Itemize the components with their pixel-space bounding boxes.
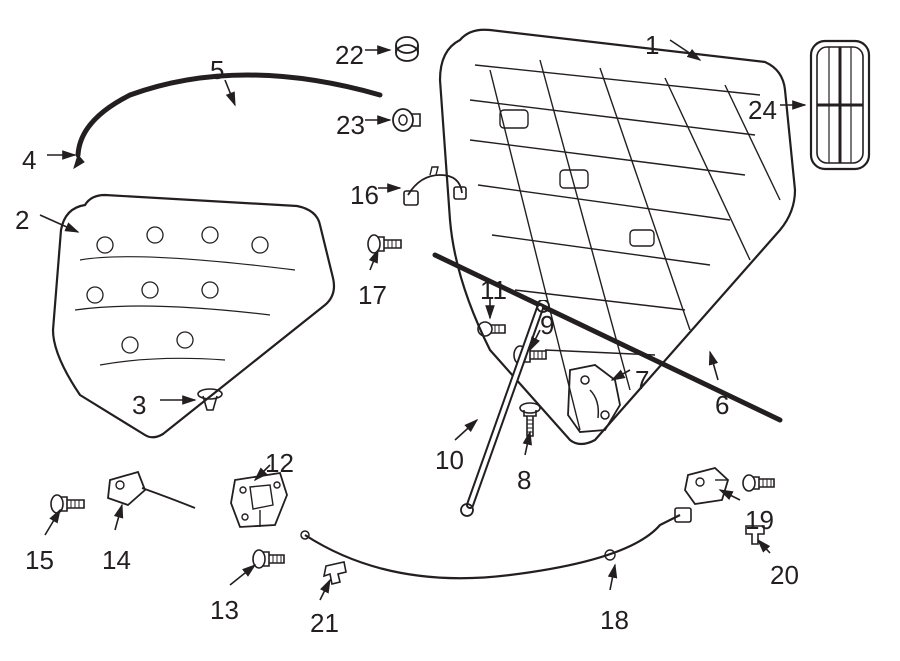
callout-22: 22 (335, 40, 364, 71)
callout-20: 20 (770, 560, 799, 591)
callout-4: 4 (22, 145, 36, 176)
part-emblem (805, 35, 875, 175)
callout-12: 12 (265, 448, 294, 479)
part-insulation (35, 190, 345, 450)
callout-3: 3 (132, 390, 146, 421)
callout-1: 1 (645, 30, 659, 61)
part-bolt-17 (365, 230, 405, 258)
callout-8: 8 (517, 465, 531, 496)
callout-15: 15 (25, 545, 54, 576)
callout-16: 16 (350, 180, 379, 211)
part-bolt-13 (250, 545, 288, 573)
callout-19: 19 (745, 505, 774, 536)
part-clip-21 (320, 558, 350, 586)
callout-23: 23 (336, 110, 365, 141)
callout-5: 5 (210, 55, 224, 86)
callout-21: 21 (310, 608, 339, 639)
part-release-handle (680, 460, 735, 510)
part-clip-3 (195, 388, 225, 414)
part-ball-stud (475, 315, 511, 343)
part-secondary-latch (100, 460, 200, 520)
callout-14: 14 (102, 545, 131, 576)
callout-7: 7 (635, 365, 649, 396)
callout-6: 6 (715, 390, 729, 421)
callout-17: 17 (358, 280, 387, 311)
part-bumper-23 (390, 105, 424, 135)
callout-18: 18 (600, 605, 629, 636)
part-hinge (560, 360, 630, 440)
callout-10: 10 (435, 445, 464, 476)
part-bumper-22 (392, 35, 422, 65)
part-release-cable (300, 500, 720, 600)
callout-11: 11 (480, 275, 507, 306)
diagram-stage: 123456789101112131415161718192021222324 (0, 0, 900, 661)
callout-13: 13 (210, 595, 239, 626)
part-bolt-19 (740, 470, 778, 496)
callout-24: 24 (748, 95, 777, 126)
callout-9: 9 (540, 310, 554, 341)
part-bolt-15 (48, 490, 88, 518)
callout-2: 2 (15, 205, 29, 236)
part-switch (400, 165, 470, 215)
